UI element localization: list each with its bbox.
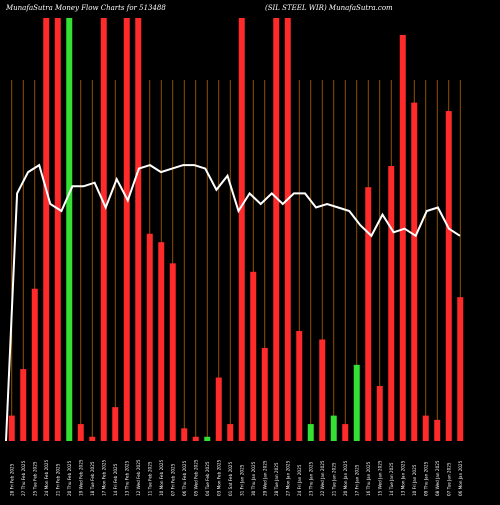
chart-title-left: MunafaSutra Money Flow Charts for 513488 <box>5 4 166 12</box>
bar <box>20 369 27 441</box>
x-tick-label: 14 Tue Jan 2025 <box>389 462 394 496</box>
bar <box>457 297 464 441</box>
bar <box>319 339 326 441</box>
bar <box>445 111 452 441</box>
bar <box>158 242 165 441</box>
bar <box>388 166 395 442</box>
x-tick-label: 23 Thu Jan 2025 <box>308 461 313 496</box>
x-tick-label: 21 Fri Feb 2025 <box>55 463 60 496</box>
x-tick-label: 05 Wed Feb 2025 <box>193 459 198 496</box>
x-tick-label: 24 Fri Jan 2025 <box>297 464 302 496</box>
chart-title-right: (SIL STEEL WIR) MunafaSutra.com <box>265 4 393 12</box>
line-layer <box>5 163 461 442</box>
x-tick-label: 09 Thu Jan 2025 <box>423 461 428 496</box>
x-tick-label: 04 Tue Feb 2025 <box>205 461 210 496</box>
bar <box>411 102 418 441</box>
x-tick-label: 24 Mon Feb 2025 <box>44 459 49 496</box>
x-tick-label: 01 Sat Feb 2025 <box>228 461 233 496</box>
x-tick-label: 19 Wed Feb 2025 <box>78 459 83 496</box>
bar <box>273 18 280 441</box>
x-tick-label: 10 Fri Jan 2025 <box>412 464 417 496</box>
bar <box>146 233 153 441</box>
x-tick-label: 16 Thu Jan 2025 <box>366 461 371 496</box>
bar <box>365 187 372 441</box>
x-tick-label: 30 Thu Jan 2025 <box>251 461 256 496</box>
bar <box>342 424 349 441</box>
x-tick-label: 10 Mon Feb 2025 <box>159 459 164 496</box>
x-tick-label: 06 Mon Jan 2025 <box>458 460 463 496</box>
bar <box>330 415 337 441</box>
bar <box>376 386 383 441</box>
bar <box>307 424 314 441</box>
bar <box>181 428 188 441</box>
bar <box>89 436 96 441</box>
bar <box>284 18 291 441</box>
x-tick-label: 03 Mon Feb 2025 <box>216 459 221 496</box>
bar <box>135 18 142 441</box>
bar <box>66 18 73 441</box>
x-tick-label: 17 Fri Jan 2025 <box>354 464 359 496</box>
x-tick-label: 28 Fri Feb 2025 <box>9 463 14 496</box>
bar <box>422 415 429 441</box>
x-tick-label: 25 Tue Feb 2025 <box>32 461 37 496</box>
x-tick-label: 20 Mon Jan 2025 <box>343 460 348 496</box>
x-tick-label: 15 Wed Jan 2025 <box>377 460 382 496</box>
bar <box>434 419 441 441</box>
x-tick-label: 28 Tue Jan 2025 <box>274 462 279 496</box>
x-tick-label: 14 Fri Feb 2025 <box>113 463 118 496</box>
bar <box>112 407 119 441</box>
price-line <box>5 163 461 442</box>
x-tick-label: 17 Mon Feb 2025 <box>101 459 106 496</box>
bar <box>169 263 176 441</box>
bar <box>192 436 199 441</box>
bar-layer <box>8 18 464 442</box>
bar <box>100 18 107 441</box>
x-tick-label: 18 Tue Feb 2025 <box>90 461 95 496</box>
x-tick-label: 22 Wed Jan 2025 <box>320 460 325 496</box>
x-tick-label: 12 Wed Feb 2025 <box>136 459 141 496</box>
tick-layer: 28 Fri Feb 2025 27 Thu Feb 2025 25 Tue Feb… <box>9 459 463 496</box>
x-tick-label: 27 Mon Jan 2025 <box>285 460 290 496</box>
bar <box>215 377 222 441</box>
bar <box>77 424 84 441</box>
bar <box>227 424 234 441</box>
bar <box>399 34 406 442</box>
bar <box>54 18 61 441</box>
x-tick-label: 13 Thu Feb 2025 <box>124 460 129 496</box>
x-tick-label: 07 Tue Jan 2025 <box>446 462 451 496</box>
x-tick-label: 08 Wed Jan 2025 <box>435 460 440 496</box>
bar <box>204 436 211 441</box>
x-tick-label: 13 Mon Jan 2025 <box>400 460 405 496</box>
bar <box>123 18 130 441</box>
x-tick-label: 27 Thu Feb 2025 <box>21 460 26 496</box>
x-tick-label: 11 Tue Feb 2025 <box>147 461 152 496</box>
x-tick-label: 29 Wed Jan 2025 <box>262 460 267 496</box>
bar <box>31 288 38 441</box>
bar <box>296 331 303 441</box>
bar <box>250 271 257 441</box>
bar <box>261 347 268 441</box>
x-tick-label: 07 Fri Feb 2025 <box>170 463 175 496</box>
bar <box>43 18 50 441</box>
bar <box>238 18 245 441</box>
bar <box>8 415 15 441</box>
x-tick-label: 06 Thu Feb 2025 <box>182 460 187 496</box>
x-tick-label: 21 Tue Jan 2025 <box>331 462 336 496</box>
x-tick-label: 20 Thu Feb 2025 <box>67 460 72 496</box>
x-tick-label: 31 Fri Jan 2025 <box>239 464 244 496</box>
bar <box>353 364 360 441</box>
